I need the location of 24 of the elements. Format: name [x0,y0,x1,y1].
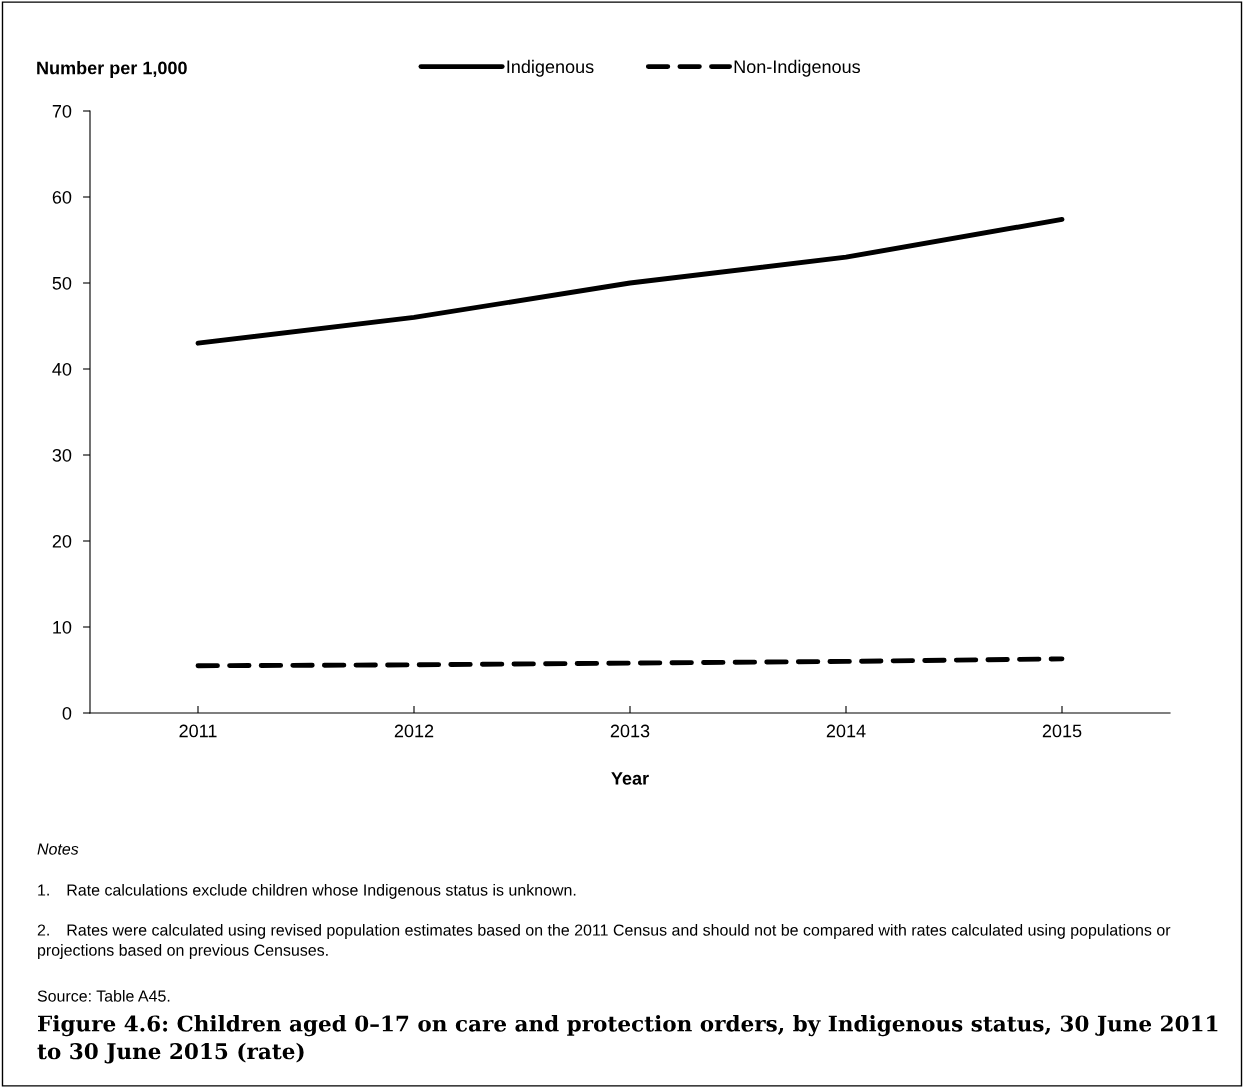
x-tick-label: 2012 [394,724,434,738]
y-tick-label: 30 [52,448,72,462]
x-axis-title: Year [611,772,649,785]
x-tick-label: 2015 [1042,724,1082,738]
text: 1. Rate calculations exclude children whose Indigenous status is unknown. [38,884,576,899]
y-tick-label: 10 [53,620,72,634]
legend-label: Indigenous [507,59,594,77]
x-tick-label: 2011 [179,724,217,738]
source-note: Source: Table A45. [37,990,170,1002]
text: Figure 4.6: Children aged 0–17 on care and protection orders, by Indigenous status, 30 June 2011 to 30 June 2015 (rate) [37,1015,1218,1064]
y-tick-label: 0 [62,706,72,720]
text: 2. Rates were calculated using revised population estimates based on the 2011 Census and should not be compared with rates calculated using populations or projections based on previous Censuses. [37,924,1171,959]
y-tick-label: 50 [52,276,72,290]
y-tick-label: 20 [52,534,72,548]
line-series [195,216,1065,346]
legend-label: Non-Indigenous [734,59,861,77]
text: Notes [37,843,79,855]
y-axis-title: Number per 1,000 [37,61,187,78]
x-tick-label: 2014 [826,724,866,738]
y-tick-label: 40 [52,362,72,376]
line-series [195,656,1065,669]
y-tick-label: 60 [52,190,72,204]
x-tick-label: 2013 [610,724,650,738]
y-tick-label: 70 [52,104,72,118]
